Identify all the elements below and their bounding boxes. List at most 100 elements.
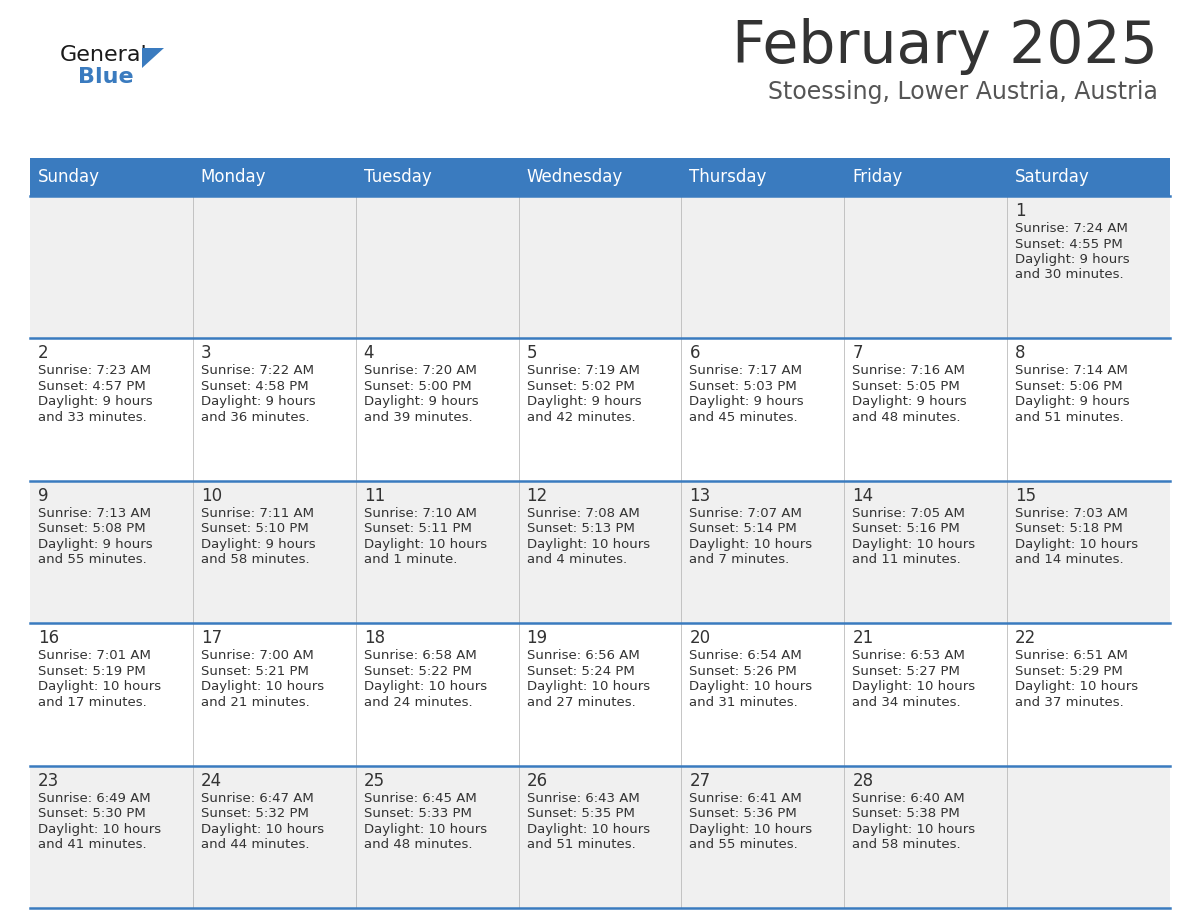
Text: 8: 8	[1015, 344, 1025, 363]
Text: 12: 12	[526, 487, 548, 505]
Bar	[355, 196, 519, 339]
Text: 5: 5	[526, 344, 537, 363]
Bar	[355, 158, 519, 196]
Text: Sunrise: 7:22 AM: Sunrise: 7:22 AM	[201, 364, 314, 377]
Text: Daylight: 9 hours: Daylight: 9 hours	[364, 396, 479, 409]
Text: and 7 minutes.: and 7 minutes.	[689, 554, 790, 566]
Bar	[845, 481, 1007, 623]
Bar	[192, 766, 355, 908]
Text: Daylight: 10 hours: Daylight: 10 hours	[689, 538, 813, 551]
Bar	[192, 339, 355, 481]
Text: Sunset: 5:29 PM: Sunset: 5:29 PM	[1015, 665, 1123, 677]
Text: 14: 14	[852, 487, 873, 505]
Text: and 58 minutes.: and 58 minutes.	[201, 554, 310, 566]
Text: Sunrise: 7:05 AM: Sunrise: 7:05 AM	[852, 507, 965, 520]
Text: 21: 21	[852, 629, 873, 647]
Bar	[192, 196, 355, 339]
Text: Wednesday: Wednesday	[526, 168, 623, 186]
Text: Sunset: 5:30 PM: Sunset: 5:30 PM	[38, 807, 146, 820]
Text: Sunrise: 7:01 AM: Sunrise: 7:01 AM	[38, 649, 151, 662]
Text: and 51 minutes.: and 51 minutes.	[526, 838, 636, 851]
Text: February 2025: February 2025	[732, 18, 1158, 75]
Text: 6: 6	[689, 344, 700, 363]
Text: Daylight: 9 hours: Daylight: 9 hours	[38, 396, 152, 409]
Text: Sunset: 5:14 PM: Sunset: 5:14 PM	[689, 522, 797, 535]
Text: Sunrise: 6:49 AM: Sunrise: 6:49 AM	[38, 791, 151, 804]
Bar	[30, 339, 192, 481]
Text: 15: 15	[1015, 487, 1036, 505]
Polygon shape	[143, 48, 164, 68]
Text: Sunset: 5:13 PM: Sunset: 5:13 PM	[526, 522, 634, 535]
Bar	[30, 623, 192, 766]
Text: Sunset: 5:32 PM: Sunset: 5:32 PM	[201, 807, 309, 820]
Text: and 48 minutes.: and 48 minutes.	[364, 838, 472, 851]
Text: 26: 26	[526, 772, 548, 789]
Text: 13: 13	[689, 487, 710, 505]
Text: Daylight: 10 hours: Daylight: 10 hours	[526, 680, 650, 693]
Text: Sunset: 5:24 PM: Sunset: 5:24 PM	[526, 665, 634, 677]
Text: Sunrise: 7:24 AM: Sunrise: 7:24 AM	[1015, 222, 1129, 235]
Bar	[519, 481, 682, 623]
Text: 3: 3	[201, 344, 211, 363]
Text: and 37 minutes.: and 37 minutes.	[1015, 696, 1124, 709]
Text: Sunrise: 7:03 AM: Sunrise: 7:03 AM	[1015, 507, 1129, 520]
Text: Sunset: 5:19 PM: Sunset: 5:19 PM	[38, 665, 146, 677]
Text: 9: 9	[38, 487, 49, 505]
Text: and 24 minutes.: and 24 minutes.	[364, 696, 473, 709]
Text: Sunrise: 6:41 AM: Sunrise: 6:41 AM	[689, 791, 802, 804]
Bar	[355, 481, 519, 623]
Text: Thursday: Thursday	[689, 168, 766, 186]
Text: General: General	[61, 45, 147, 65]
Bar	[519, 196, 682, 339]
Text: 20: 20	[689, 629, 710, 647]
Text: 27: 27	[689, 772, 710, 789]
Bar	[1007, 196, 1170, 339]
Text: and 48 minutes.: and 48 minutes.	[852, 411, 961, 424]
Text: Daylight: 10 hours: Daylight: 10 hours	[526, 538, 650, 551]
Text: and 55 minutes.: and 55 minutes.	[38, 554, 147, 566]
Text: and 17 minutes.: and 17 minutes.	[38, 696, 147, 709]
Bar	[682, 339, 845, 481]
Text: Daylight: 10 hours: Daylight: 10 hours	[689, 823, 813, 835]
Text: Daylight: 10 hours: Daylight: 10 hours	[1015, 538, 1138, 551]
Text: and 14 minutes.: and 14 minutes.	[1015, 554, 1124, 566]
Bar	[682, 158, 845, 196]
Bar	[845, 766, 1007, 908]
Bar	[682, 481, 845, 623]
Text: Sunset: 5:33 PM: Sunset: 5:33 PM	[364, 807, 472, 820]
Bar	[1007, 623, 1170, 766]
Text: Sunset: 5:27 PM: Sunset: 5:27 PM	[852, 665, 960, 677]
Text: Sunrise: 7:17 AM: Sunrise: 7:17 AM	[689, 364, 802, 377]
Text: and 55 minutes.: and 55 minutes.	[689, 838, 798, 851]
Text: Sunrise: 6:58 AM: Sunrise: 6:58 AM	[364, 649, 476, 662]
Text: Blue: Blue	[78, 67, 133, 87]
Bar	[519, 339, 682, 481]
Text: 22: 22	[1015, 629, 1036, 647]
Text: and 42 minutes.: and 42 minutes.	[526, 411, 636, 424]
Text: Sunset: 5:16 PM: Sunset: 5:16 PM	[852, 522, 960, 535]
Text: Sunrise: 6:54 AM: Sunrise: 6:54 AM	[689, 649, 802, 662]
Text: Sunday: Sunday	[38, 168, 100, 186]
Text: Friday: Friday	[852, 168, 903, 186]
Text: Daylight: 9 hours: Daylight: 9 hours	[526, 396, 642, 409]
Bar	[845, 196, 1007, 339]
Text: Daylight: 9 hours: Daylight: 9 hours	[1015, 396, 1130, 409]
Bar	[192, 158, 355, 196]
Text: 1: 1	[1015, 202, 1025, 220]
Text: and 4 minutes.: and 4 minutes.	[526, 554, 627, 566]
Bar	[30, 158, 192, 196]
Text: Daylight: 10 hours: Daylight: 10 hours	[38, 823, 162, 835]
Text: and 51 minutes.: and 51 minutes.	[1015, 411, 1124, 424]
Text: Sunrise: 6:51 AM: Sunrise: 6:51 AM	[1015, 649, 1129, 662]
Bar	[519, 623, 682, 766]
Text: Daylight: 9 hours: Daylight: 9 hours	[38, 538, 152, 551]
Text: Sunrise: 6:56 AM: Sunrise: 6:56 AM	[526, 649, 639, 662]
Text: Daylight: 10 hours: Daylight: 10 hours	[201, 823, 324, 835]
Text: 25: 25	[364, 772, 385, 789]
Text: 18: 18	[364, 629, 385, 647]
Bar	[192, 623, 355, 766]
Bar	[682, 196, 845, 339]
Text: and 34 minutes.: and 34 minutes.	[852, 696, 961, 709]
Text: Daylight: 10 hours: Daylight: 10 hours	[364, 538, 487, 551]
Text: and 21 minutes.: and 21 minutes.	[201, 696, 310, 709]
